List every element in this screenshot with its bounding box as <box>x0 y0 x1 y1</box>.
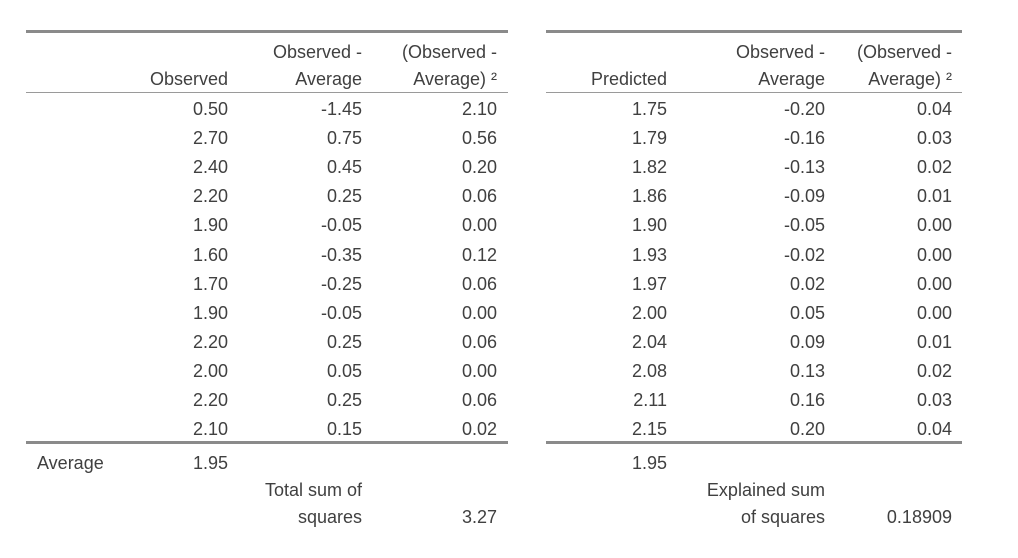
left-table-row-5-col-0: 1.60 <box>192 244 228 265</box>
right-table-row-8-col-0: 2.04 <box>631 331 667 352</box>
right-table-row-3-col-2: 0.01 <box>916 186 952 207</box>
total-sum-label-line1: Total sum of <box>264 480 362 500</box>
right-table-row-11-col-1: 0.20 <box>789 419 825 440</box>
header-predicted: Predicted <box>590 69 667 89</box>
right-table-row-11-col-0: 2.15 <box>631 419 667 440</box>
right-table-row-4-col-0: 1.90 <box>631 215 667 236</box>
left-table-row-0-col-2: 2.10 <box>461 99 497 119</box>
left-table-row-2-col-0: 2.40 <box>192 157 228 178</box>
average-label: Average <box>37 453 104 473</box>
left-table-row-0-col-1: -1.45 <box>320 99 362 119</box>
right-table-row-6-col-2: 0.00 <box>916 273 952 294</box>
right-table-row-8-col-1: 0.09 <box>789 331 825 352</box>
right-table-row-9-col-0: 2.08 <box>631 360 667 381</box>
header-sq-line1: (Observed - <box>401 42 497 62</box>
right-table-row-7-col-0: 2.00 <box>631 302 667 323</box>
right-table-row-10-col-2: 0.03 <box>916 390 952 410</box>
left-table-row-10-col-2: 0.06 <box>461 390 497 410</box>
right-table-row-10-col-0: 2.11 <box>633 390 667 410</box>
right-table-row-6-col-1: 0.02 <box>789 273 825 294</box>
header-dev-line2-right: Average <box>758 69 825 89</box>
left-table-row-11-col-2: 0.02 <box>461 419 497 440</box>
left-table-row-7-col-2: 0.00 <box>461 302 497 323</box>
right-table-row-6-col-0: 1.97 <box>631 273 667 294</box>
header-sq-line2: Average) ² <box>413 69 497 89</box>
left-table-row-5-col-1: -0.35 <box>320 244 362 265</box>
left-table-row-2-col-2: 0.20 <box>461 157 497 178</box>
left-average-value: 1.95 <box>192 453 228 473</box>
left-table-row-10-col-0: 2.20 <box>192 390 228 410</box>
right-table-row-5-col-0: 1.93 <box>631 244 667 265</box>
right-table-row-0-col-0: 1.75 <box>631 99 667 119</box>
right-table-row-4-col-1: -0.05 <box>783 215 825 236</box>
right-table-row-1-col-1: -0.16 <box>783 128 825 149</box>
left-table-row-4-col-1: -0.05 <box>320 215 362 236</box>
left-header-rule <box>26 92 508 93</box>
right-table-row-0-col-2: 0.04 <box>916 99 952 119</box>
right-table-row-7-col-2: 0.00 <box>916 302 952 323</box>
right-table-row-4-col-2: 0.00 <box>916 215 952 236</box>
header-dev-line1-right: Observed - <box>735 42 825 62</box>
right-table-row-10-col-1: 0.16 <box>789 390 825 410</box>
right-bottom-rule <box>546 441 962 444</box>
left-table-row-7-col-1: -0.05 <box>320 302 362 323</box>
left-table-row-6-col-1: -0.25 <box>320 273 362 294</box>
left-table-row-7-col-0: 1.90 <box>192 302 228 323</box>
right-table-row-2-col-0: 1.82 <box>631 157 667 178</box>
right-table-row-3-col-0: 1.86 <box>631 186 667 207</box>
left-table-row-8-col-1: 0.25 <box>326 331 362 352</box>
header-sq-line1-right: (Observed - <box>856 42 952 62</box>
header-dev-line2: Average <box>295 69 362 89</box>
left-table-row-3-col-0: 2.20 <box>192 186 228 207</box>
right-table-row-9-col-1: 0.13 <box>789 360 825 381</box>
right-average-value: 1.95 <box>631 453 667 473</box>
left-table-row-9-col-1: 0.05 <box>326 360 362 381</box>
left-table-row-8-col-0: 2.20 <box>192 331 228 352</box>
left-table-row-1-col-2: 0.56 <box>461 128 497 149</box>
left-table-row-1-col-1: 0.75 <box>326 128 362 149</box>
right-table-row-7-col-1: 0.05 <box>789 302 825 323</box>
explained-sum-label-line2: of squares <box>740 507 825 527</box>
right-table-row-0-col-1: -0.20 <box>783 99 825 119</box>
left-table-row-2-col-1: 0.45 <box>326 157 362 178</box>
left-top-rule <box>26 30 508 33</box>
left-bottom-rule <box>26 441 508 444</box>
left-table-row-1-col-0: 2.70 <box>192 128 228 149</box>
right-top-rule <box>546 30 962 33</box>
left-table-row-9-col-0: 2.00 <box>192 360 228 381</box>
left-table-row-0-col-0: 0.50 <box>192 99 228 119</box>
right-table-row-11-col-2: 0.04 <box>916 419 952 440</box>
left-table-row-5-col-2: 0.12 <box>461 244 497 265</box>
right-table-row-1-col-2: 0.03 <box>916 128 952 149</box>
total-sum-value: 3.27 <box>461 507 497 527</box>
header-dev-line1: Observed - <box>272 42 362 62</box>
right-table-row-8-col-2: 0.01 <box>916 331 952 352</box>
left-table-row-3-col-1: 0.25 <box>326 186 362 207</box>
header-sq-line2-right: Average) ² <box>868 69 952 89</box>
left-table-row-11-col-1: 0.15 <box>326 419 362 440</box>
left-table-row-4-col-2: 0.00 <box>461 215 497 236</box>
left-table-row-6-col-2: 0.06 <box>461 273 497 294</box>
right-table-row-2-col-1: -0.13 <box>783 157 825 178</box>
explained-sum-value: 0.18909 <box>886 507 952 527</box>
left-table-row-8-col-2: 0.06 <box>461 331 497 352</box>
total-sum-label-line2: squares <box>297 507 362 527</box>
right-table-row-3-col-1: -0.09 <box>783 186 825 207</box>
left-table-row-6-col-0: 1.70 <box>192 273 228 294</box>
left-table-row-9-col-2: 0.00 <box>461 360 497 381</box>
explained-sum-label-line1: Explained sum <box>706 480 825 500</box>
right-table-row-1-col-0: 1.79 <box>631 128 667 149</box>
left-table-row-10-col-1: 0.25 <box>326 390 362 410</box>
right-table-row-5-col-2: 0.00 <box>916 244 952 265</box>
left-table-row-4-col-0: 1.90 <box>192 215 228 236</box>
left-table-row-11-col-0: 2.10 <box>192 419 228 440</box>
right-table-row-2-col-2: 0.02 <box>916 157 952 178</box>
left-table-row-3-col-2: 0.06 <box>461 186 497 207</box>
header-observed: Observed <box>149 69 228 89</box>
right-header-rule <box>546 92 962 93</box>
right-table-row-9-col-2: 0.02 <box>916 360 952 381</box>
right-table-row-5-col-1: -0.02 <box>783 244 825 265</box>
